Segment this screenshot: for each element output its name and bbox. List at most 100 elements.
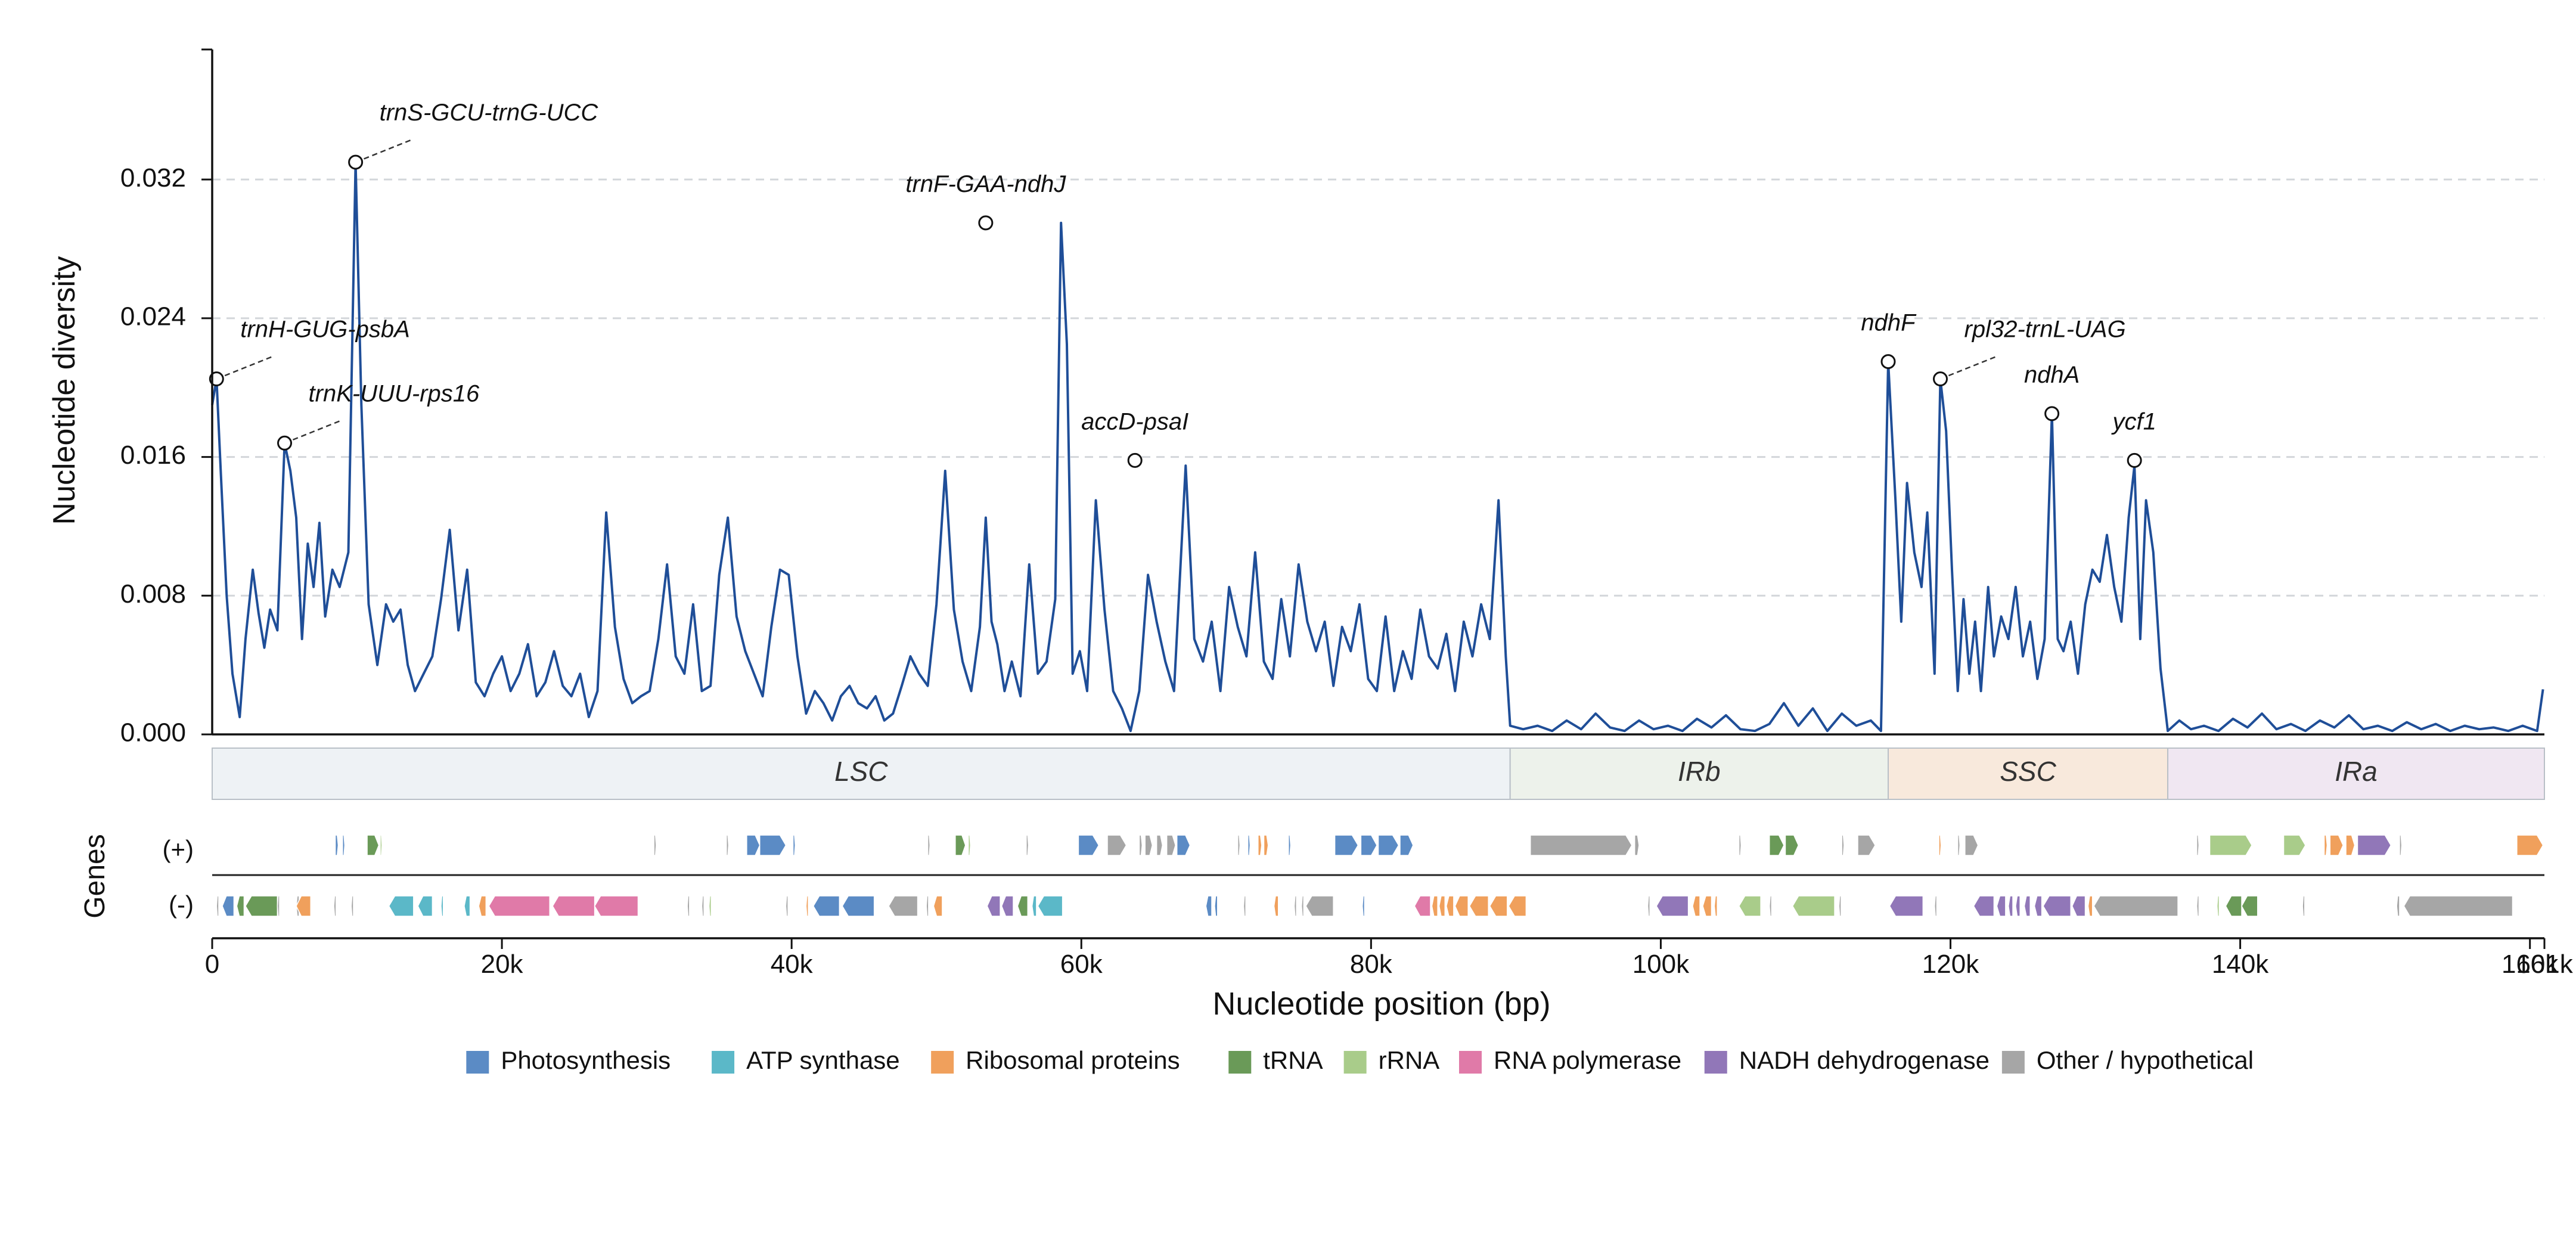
strand-plus-label: (+) xyxy=(163,835,194,863)
gene-arrow xyxy=(2241,895,2258,917)
gene-arrow xyxy=(1454,895,1469,917)
gene-arrow xyxy=(216,895,219,917)
legend-item: RNA polymerase xyxy=(1459,1046,1681,1074)
gene-arrow xyxy=(2329,835,2344,856)
gene-arrow xyxy=(1957,835,1961,856)
legend-item: Photosynthesis xyxy=(466,1046,671,1074)
gene-track xyxy=(212,835,2544,917)
gene-arrow xyxy=(1529,835,1632,856)
peak-leader-line xyxy=(284,420,342,444)
gene-arrow xyxy=(1301,895,1305,917)
gene-arrow xyxy=(552,895,595,917)
gene-arrow xyxy=(2093,895,2178,917)
y-tick-label: 0.000 xyxy=(120,718,186,748)
gene-arrow xyxy=(1692,895,1700,917)
gene-arrow xyxy=(222,895,235,917)
gene-arrow xyxy=(245,895,278,917)
legend-item: NADH dehydrogenase xyxy=(1704,1046,1990,1074)
region-label: IRb xyxy=(1678,756,1721,787)
gene-arrow xyxy=(1838,895,1842,917)
gene-arrow xyxy=(812,895,840,917)
gene-arrow xyxy=(2034,895,2043,917)
region-irb xyxy=(1509,748,1889,800)
region-ira xyxy=(2167,748,2545,800)
gene-arrow xyxy=(933,895,943,917)
gene-arrow xyxy=(440,895,444,917)
gene-arrow xyxy=(1205,895,1212,917)
gene-arrow xyxy=(1414,895,1431,917)
gene-arrow xyxy=(2396,895,2400,917)
gene-arrow xyxy=(380,835,383,856)
gene-arrow xyxy=(653,835,657,856)
gene-arrow xyxy=(342,835,346,856)
legend-swatch xyxy=(712,1051,735,1074)
peak-marker xyxy=(209,371,224,387)
y-tick-label: 0.032 xyxy=(120,163,186,193)
diversity-series xyxy=(211,161,2544,733)
gene-arrow xyxy=(986,895,1001,917)
gene-arrow xyxy=(1508,895,1527,917)
gene-arrow xyxy=(1399,835,1414,856)
gene-arrow xyxy=(2283,835,2306,856)
region-label: IRa xyxy=(2335,756,2378,787)
gene-arrow xyxy=(2087,895,2093,917)
gene-arrow xyxy=(1026,835,1029,856)
gene-arrow xyxy=(967,835,972,856)
gene-arrow xyxy=(2007,895,2013,917)
gene-arrow xyxy=(1243,895,1246,917)
x-tick-label: 40k xyxy=(771,950,814,979)
gene-arrow xyxy=(350,895,354,917)
x-tick-label: 120k xyxy=(1922,950,1979,979)
y-tick-label: 0.024 xyxy=(120,302,186,331)
gene-arrow xyxy=(334,835,339,856)
peak-marker xyxy=(1127,452,1143,468)
peak-marker xyxy=(978,215,994,231)
gene-arrow xyxy=(277,895,280,917)
gene-arrow xyxy=(2209,835,2252,856)
gene-arrow xyxy=(1841,835,1845,856)
peak-label: trnF-GAA-ndhJ xyxy=(905,171,1066,197)
peak-label: trnK-UUU-rps16 xyxy=(309,380,480,407)
legend-label: RNA polymerase xyxy=(1494,1046,1681,1074)
legend: Photosynthesis ATP synthase Ribosomal prot… xyxy=(466,1046,2254,1074)
peak-marker xyxy=(348,154,364,170)
legend-label: Photosynthesis xyxy=(501,1046,671,1074)
peak-label: trnS-GCU-trnG-UCC xyxy=(380,100,599,126)
gene-arrow xyxy=(296,895,312,917)
gene-arrow xyxy=(1714,895,1718,917)
gene-arrow xyxy=(888,895,918,917)
legend-swatch xyxy=(466,1051,489,1074)
region-label: LSC xyxy=(834,756,888,787)
gene-arrow xyxy=(2023,895,2031,917)
gene-arrow xyxy=(388,895,414,917)
gene-arrow xyxy=(842,895,875,917)
gene-arrow xyxy=(236,895,245,917)
x-tick-label: 161k xyxy=(2516,950,2573,979)
gene-arrow xyxy=(2196,895,2200,917)
gene-arrow xyxy=(2403,895,2513,917)
legend-swatch xyxy=(1343,1051,1367,1074)
gene-arrow xyxy=(464,895,471,917)
gene-arrow xyxy=(1293,895,1297,917)
peak-marker xyxy=(2127,452,2142,468)
legend-swatch xyxy=(931,1051,954,1074)
region-label: SSC xyxy=(2000,756,2056,787)
gene-arrow xyxy=(1738,895,1761,917)
x-axis-label: Nucleotide position (bp) xyxy=(1212,986,1550,1022)
gene-arrow xyxy=(926,895,929,917)
legend-item: ATP synthase xyxy=(712,1046,900,1074)
gene-arrow xyxy=(1377,835,1399,856)
gene-arrow xyxy=(333,895,337,917)
gene-arrow xyxy=(1973,895,1995,917)
gene-arrow xyxy=(1857,835,1876,856)
gene-arrow xyxy=(1889,895,1924,917)
gene-arrow xyxy=(2302,895,2305,917)
gene-arrow xyxy=(1031,895,1037,917)
gene-arrow xyxy=(708,895,712,917)
gene-arrow xyxy=(1768,835,1784,856)
x-tick-label: 160k xyxy=(2501,950,2559,979)
peak-label: rpl32-trnL-UAG xyxy=(1964,317,2126,343)
y-tick-label: 0.016 xyxy=(120,441,186,470)
x-tick-label: 60k xyxy=(1060,950,1103,979)
legend-label: ATP synthase xyxy=(746,1046,900,1074)
